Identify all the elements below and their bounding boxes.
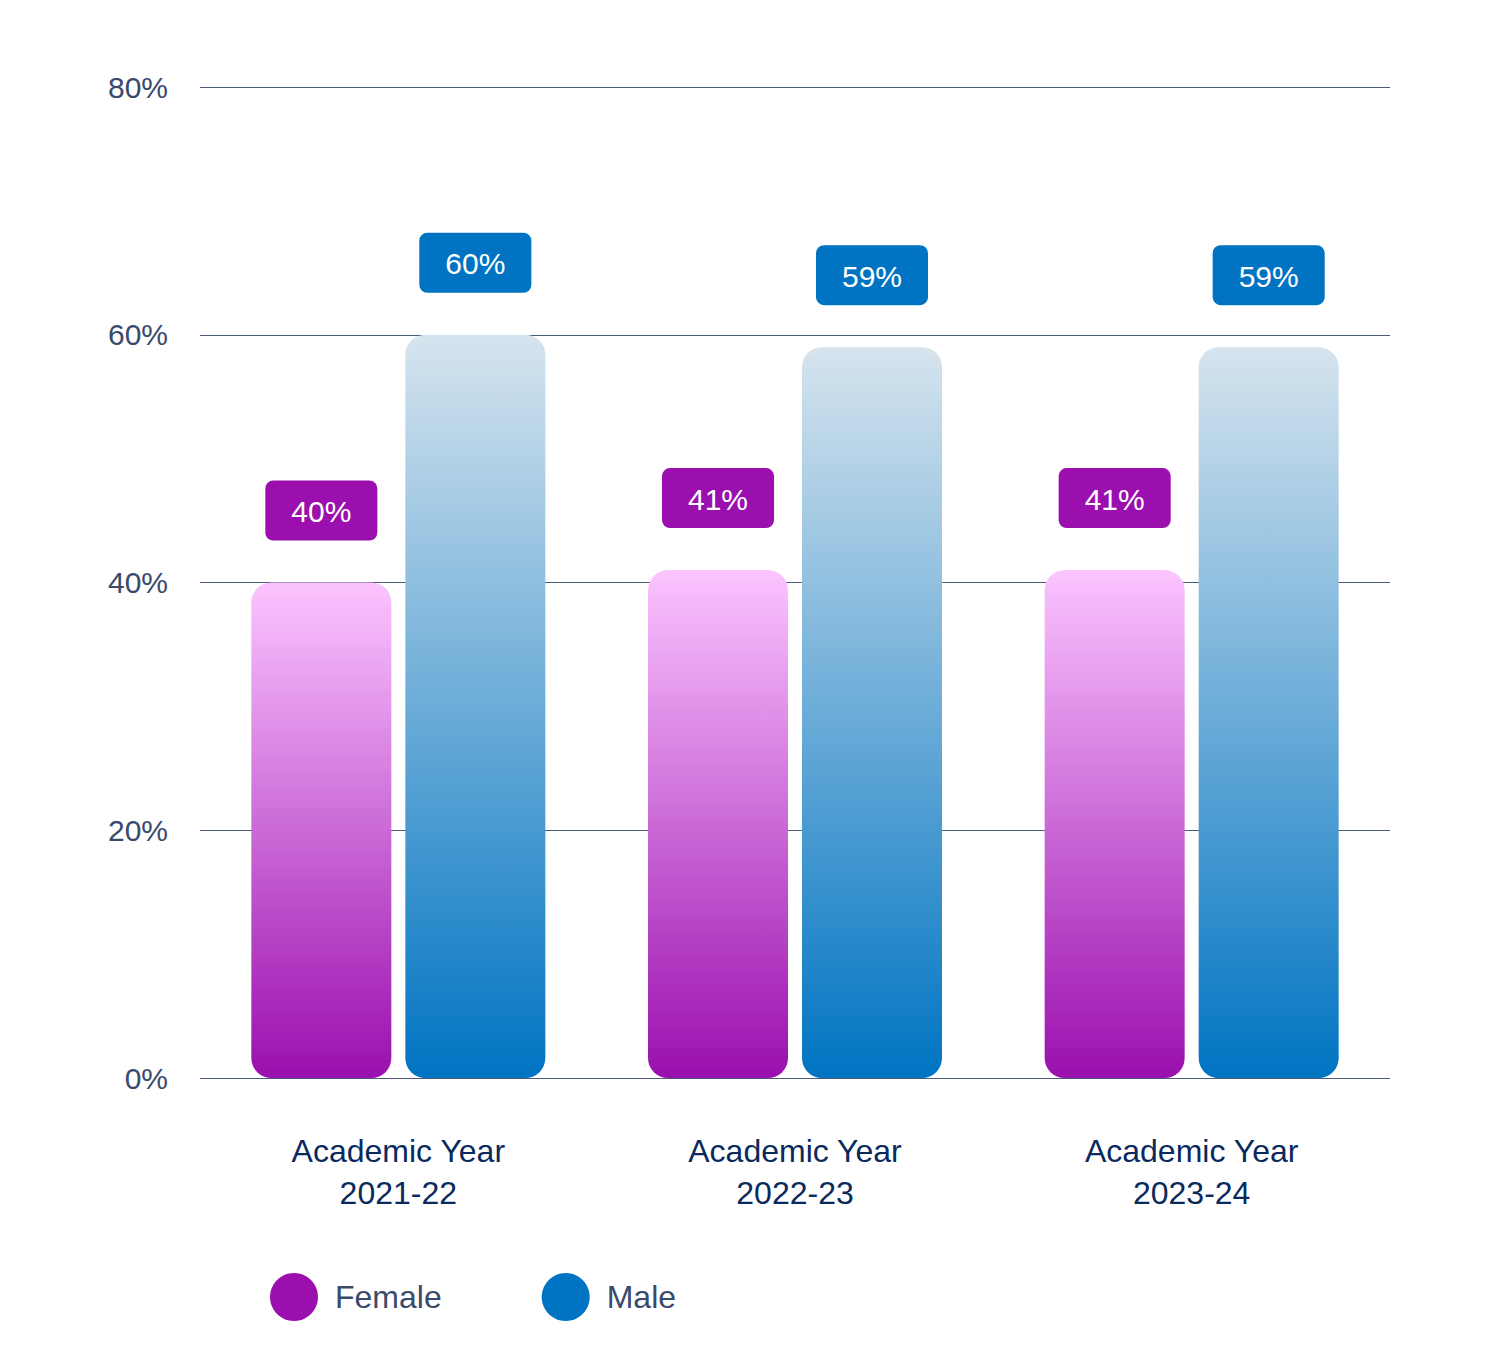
svg-text:59%: 59% xyxy=(1239,260,1299,293)
svg-text:Male: Male xyxy=(607,1279,676,1315)
svg-text:Academic Year: Academic Year xyxy=(688,1133,902,1169)
svg-text:2021-22: 2021-22 xyxy=(340,1175,457,1211)
svg-text:2022-23: 2022-23 xyxy=(736,1175,853,1211)
svg-text:60%: 60% xyxy=(445,247,505,280)
svg-text:20%: 20% xyxy=(108,814,168,847)
svg-text:40%: 40% xyxy=(291,495,351,528)
svg-text:60%: 60% xyxy=(108,318,168,351)
svg-text:41%: 41% xyxy=(688,483,748,516)
svg-text:80%: 80% xyxy=(108,71,168,104)
svg-text:Academic Year: Academic Year xyxy=(292,1133,506,1169)
svg-text:Female: Female xyxy=(335,1279,442,1315)
svg-text:40%: 40% xyxy=(108,566,168,599)
svg-text:0%: 0% xyxy=(125,1062,168,1095)
svg-text:Academic Year: Academic Year xyxy=(1085,1133,1299,1169)
svg-text:59%: 59% xyxy=(842,260,902,293)
svg-text:2023-24: 2023-24 xyxy=(1133,1175,1250,1211)
svg-text:41%: 41% xyxy=(1085,483,1145,516)
